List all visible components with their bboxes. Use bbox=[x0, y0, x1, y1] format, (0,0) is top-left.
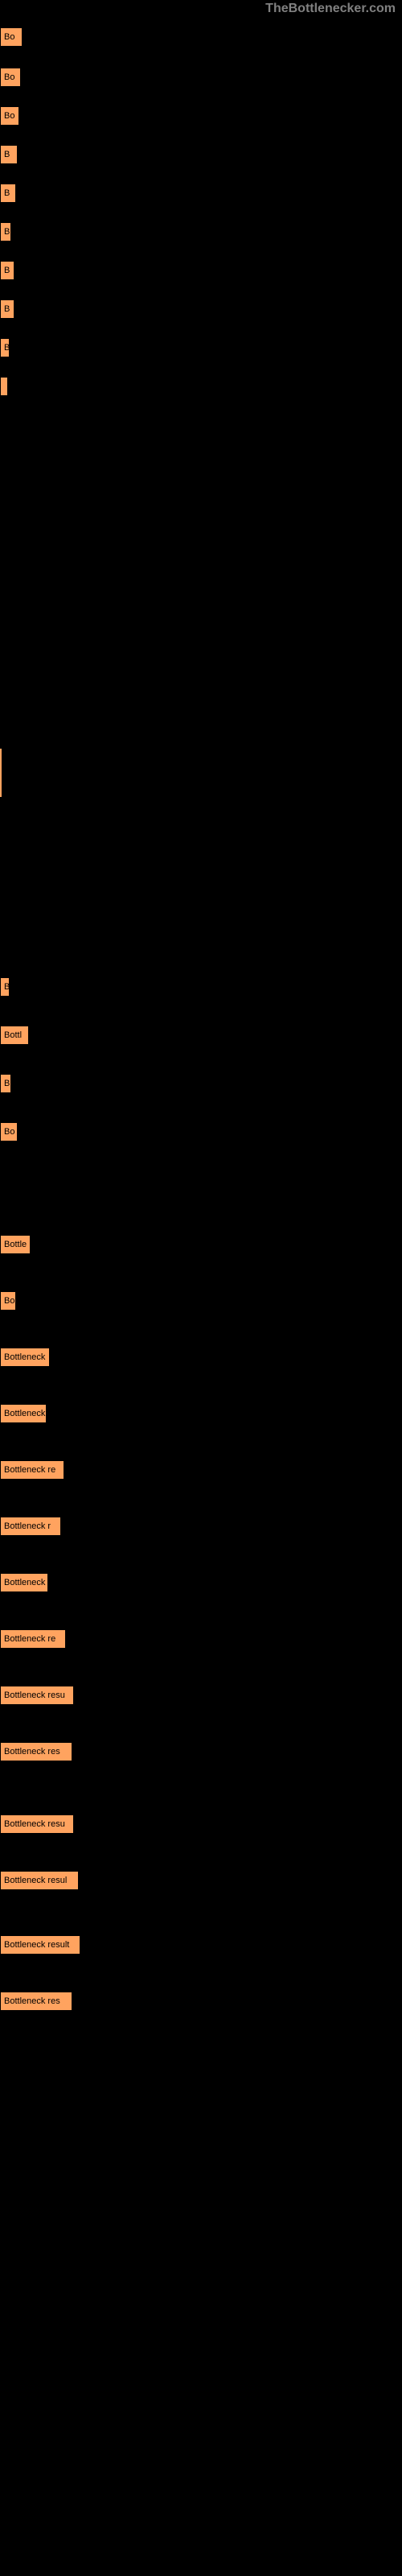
bar: Bottleneck r bbox=[0, 1517, 61, 1536]
bar-row: B bbox=[0, 296, 14, 322]
bar-row: Bottl bbox=[0, 1022, 29, 1048]
bar: B bbox=[0, 338, 10, 357]
bar-row: B bbox=[0, 219, 11, 245]
bar: B bbox=[0, 261, 14, 280]
bar: Bottleneck result bbox=[0, 1935, 80, 1955]
bar-row: Bottleneck bbox=[0, 1344, 50, 1370]
bar: Bottleneck resul bbox=[0, 1871, 79, 1890]
bar: Bottleneck resu bbox=[0, 1814, 74, 1834]
bar-row: Bottleneck res bbox=[0, 1739, 72, 1765]
bar: Bo bbox=[0, 27, 23, 47]
bar-row: Bottleneck resu bbox=[0, 1811, 74, 1837]
bar-row: Bottle bbox=[0, 1232, 31, 1257]
bar-row: B bbox=[0, 258, 14, 283]
bar-row: B bbox=[0, 974, 10, 1000]
bar: Bottleneck res bbox=[0, 1742, 72, 1761]
bar: Bo bbox=[0, 1291, 16, 1311]
bar: B bbox=[0, 222, 11, 242]
bar: Bottleneck bbox=[0, 1573, 48, 1592]
bar: B bbox=[0, 184, 16, 203]
bar-row: Bottleneck bbox=[0, 1570, 48, 1596]
bar: Bo bbox=[0, 1122, 18, 1141]
bar bbox=[0, 377, 8, 396]
bar: Bottle bbox=[0, 1235, 31, 1254]
bar-row bbox=[0, 374, 8, 399]
bar-row: B bbox=[0, 1071, 11, 1096]
bar-row: Bo bbox=[0, 24, 23, 50]
bar-row: Bo bbox=[0, 1119, 18, 1145]
bar-row: Bo bbox=[0, 103, 19, 129]
bar: Bottleneck bbox=[0, 1348, 50, 1367]
bar-row: Bottleneck result bbox=[0, 1932, 80, 1958]
bar-row: Bo bbox=[0, 1288, 16, 1314]
bar: Bottleneck re bbox=[0, 1629, 66, 1649]
bar: B bbox=[0, 299, 14, 319]
bar: Bottleneck bbox=[0, 1404, 47, 1423]
bar-row: Bottleneck re bbox=[0, 1626, 66, 1652]
bar: B bbox=[0, 977, 10, 997]
bar-row: Bottleneck resu bbox=[0, 1682, 74, 1708]
bar-row: B bbox=[0, 335, 10, 361]
bar-row: Bottleneck bbox=[0, 1401, 47, 1426]
bar-row: Bottleneck resul bbox=[0, 1868, 79, 1893]
bar: Bottleneck resu bbox=[0, 1686, 74, 1705]
bar-row: Bottleneck re bbox=[0, 1457, 64, 1483]
bar: Bo bbox=[0, 68, 21, 87]
bar: Bottleneck res bbox=[0, 1992, 72, 2011]
axis-line bbox=[0, 749, 2, 797]
bar: Bottl bbox=[0, 1026, 29, 1045]
bar: B bbox=[0, 1074, 11, 1093]
watermark-text: TheBottlenecker.com bbox=[265, 2, 396, 16]
bar-row: B bbox=[0, 180, 16, 206]
bar-row: Bottleneck r bbox=[0, 1513, 61, 1539]
bar-row: Bo bbox=[0, 64, 21, 90]
bar: Bo bbox=[0, 106, 19, 126]
bar: Bottleneck re bbox=[0, 1460, 64, 1480]
bar-row: Bottleneck res bbox=[0, 1988, 72, 2014]
bar: B bbox=[0, 145, 18, 164]
bar-row: B bbox=[0, 142, 18, 167]
